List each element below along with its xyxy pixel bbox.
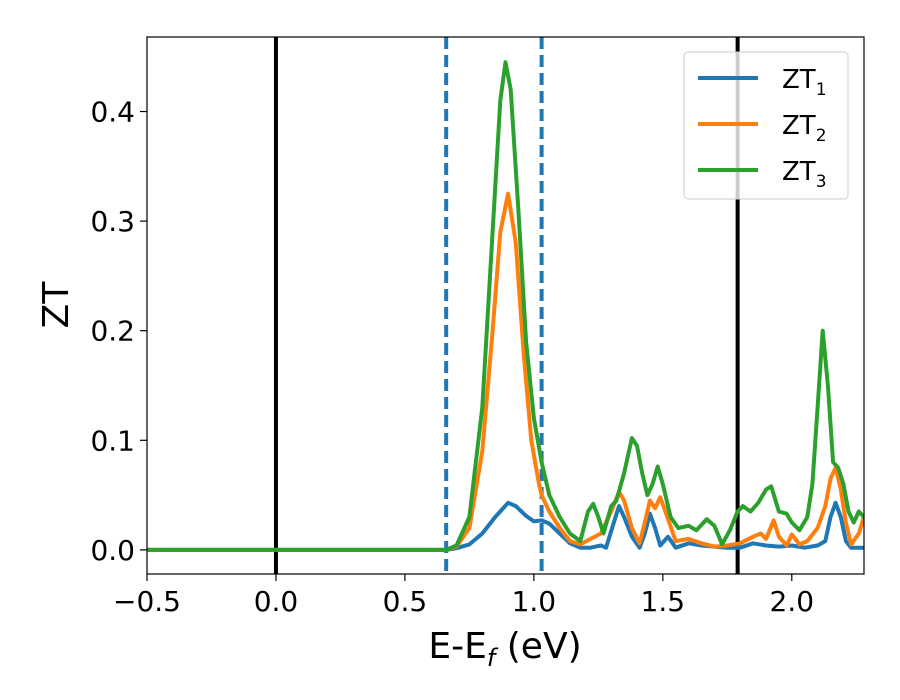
series-line-zt2	[147, 191, 864, 552]
x-axis-label-main: E-E	[428, 626, 486, 667]
x-tick-label: 0.5	[383, 585, 428, 618]
series-line-zt1	[147, 500, 864, 552]
x-tick-label: 1.5	[641, 585, 686, 618]
legend-box	[683, 51, 849, 200]
legend-label-zt1: ZT1	[782, 65, 827, 100]
y-tick-label: 0.2	[90, 315, 135, 348]
x-axis-label-tail: (eV)	[495, 626, 581, 667]
plot-frame	[146, 36, 865, 575]
x-tick-label: −0.5	[113, 585, 181, 618]
y-tick-label: 0.4	[90, 96, 135, 129]
x-tick-label: 2.0	[770, 585, 815, 618]
y-axis-label: ZT	[36, 281, 77, 329]
legend-label-zt3: ZT3	[782, 157, 827, 192]
y-tick-label: 0.0	[90, 534, 135, 567]
y-axis-ticks: 0.0 0.1 0.2 0.3 0.4	[90, 96, 147, 567]
legend: ZT1 ZT2 ZT3	[683, 51, 849, 200]
x-tick-label: 1.0	[512, 585, 557, 618]
x-axis-label: E-Ef (eV)	[428, 626, 581, 672]
legend-label-zt2: ZT2	[782, 111, 827, 146]
x-tick-label: 0.0	[254, 585, 299, 618]
series-line-zt3	[147, 60, 864, 552]
y-tick-label: 0.3	[90, 205, 135, 238]
y-tick-label: 0.1	[90, 424, 135, 457]
series-lines	[147, 60, 864, 552]
x-axis-ticks: −0.5 0.0 0.5 1.0 1.5 2.0	[113, 574, 814, 618]
